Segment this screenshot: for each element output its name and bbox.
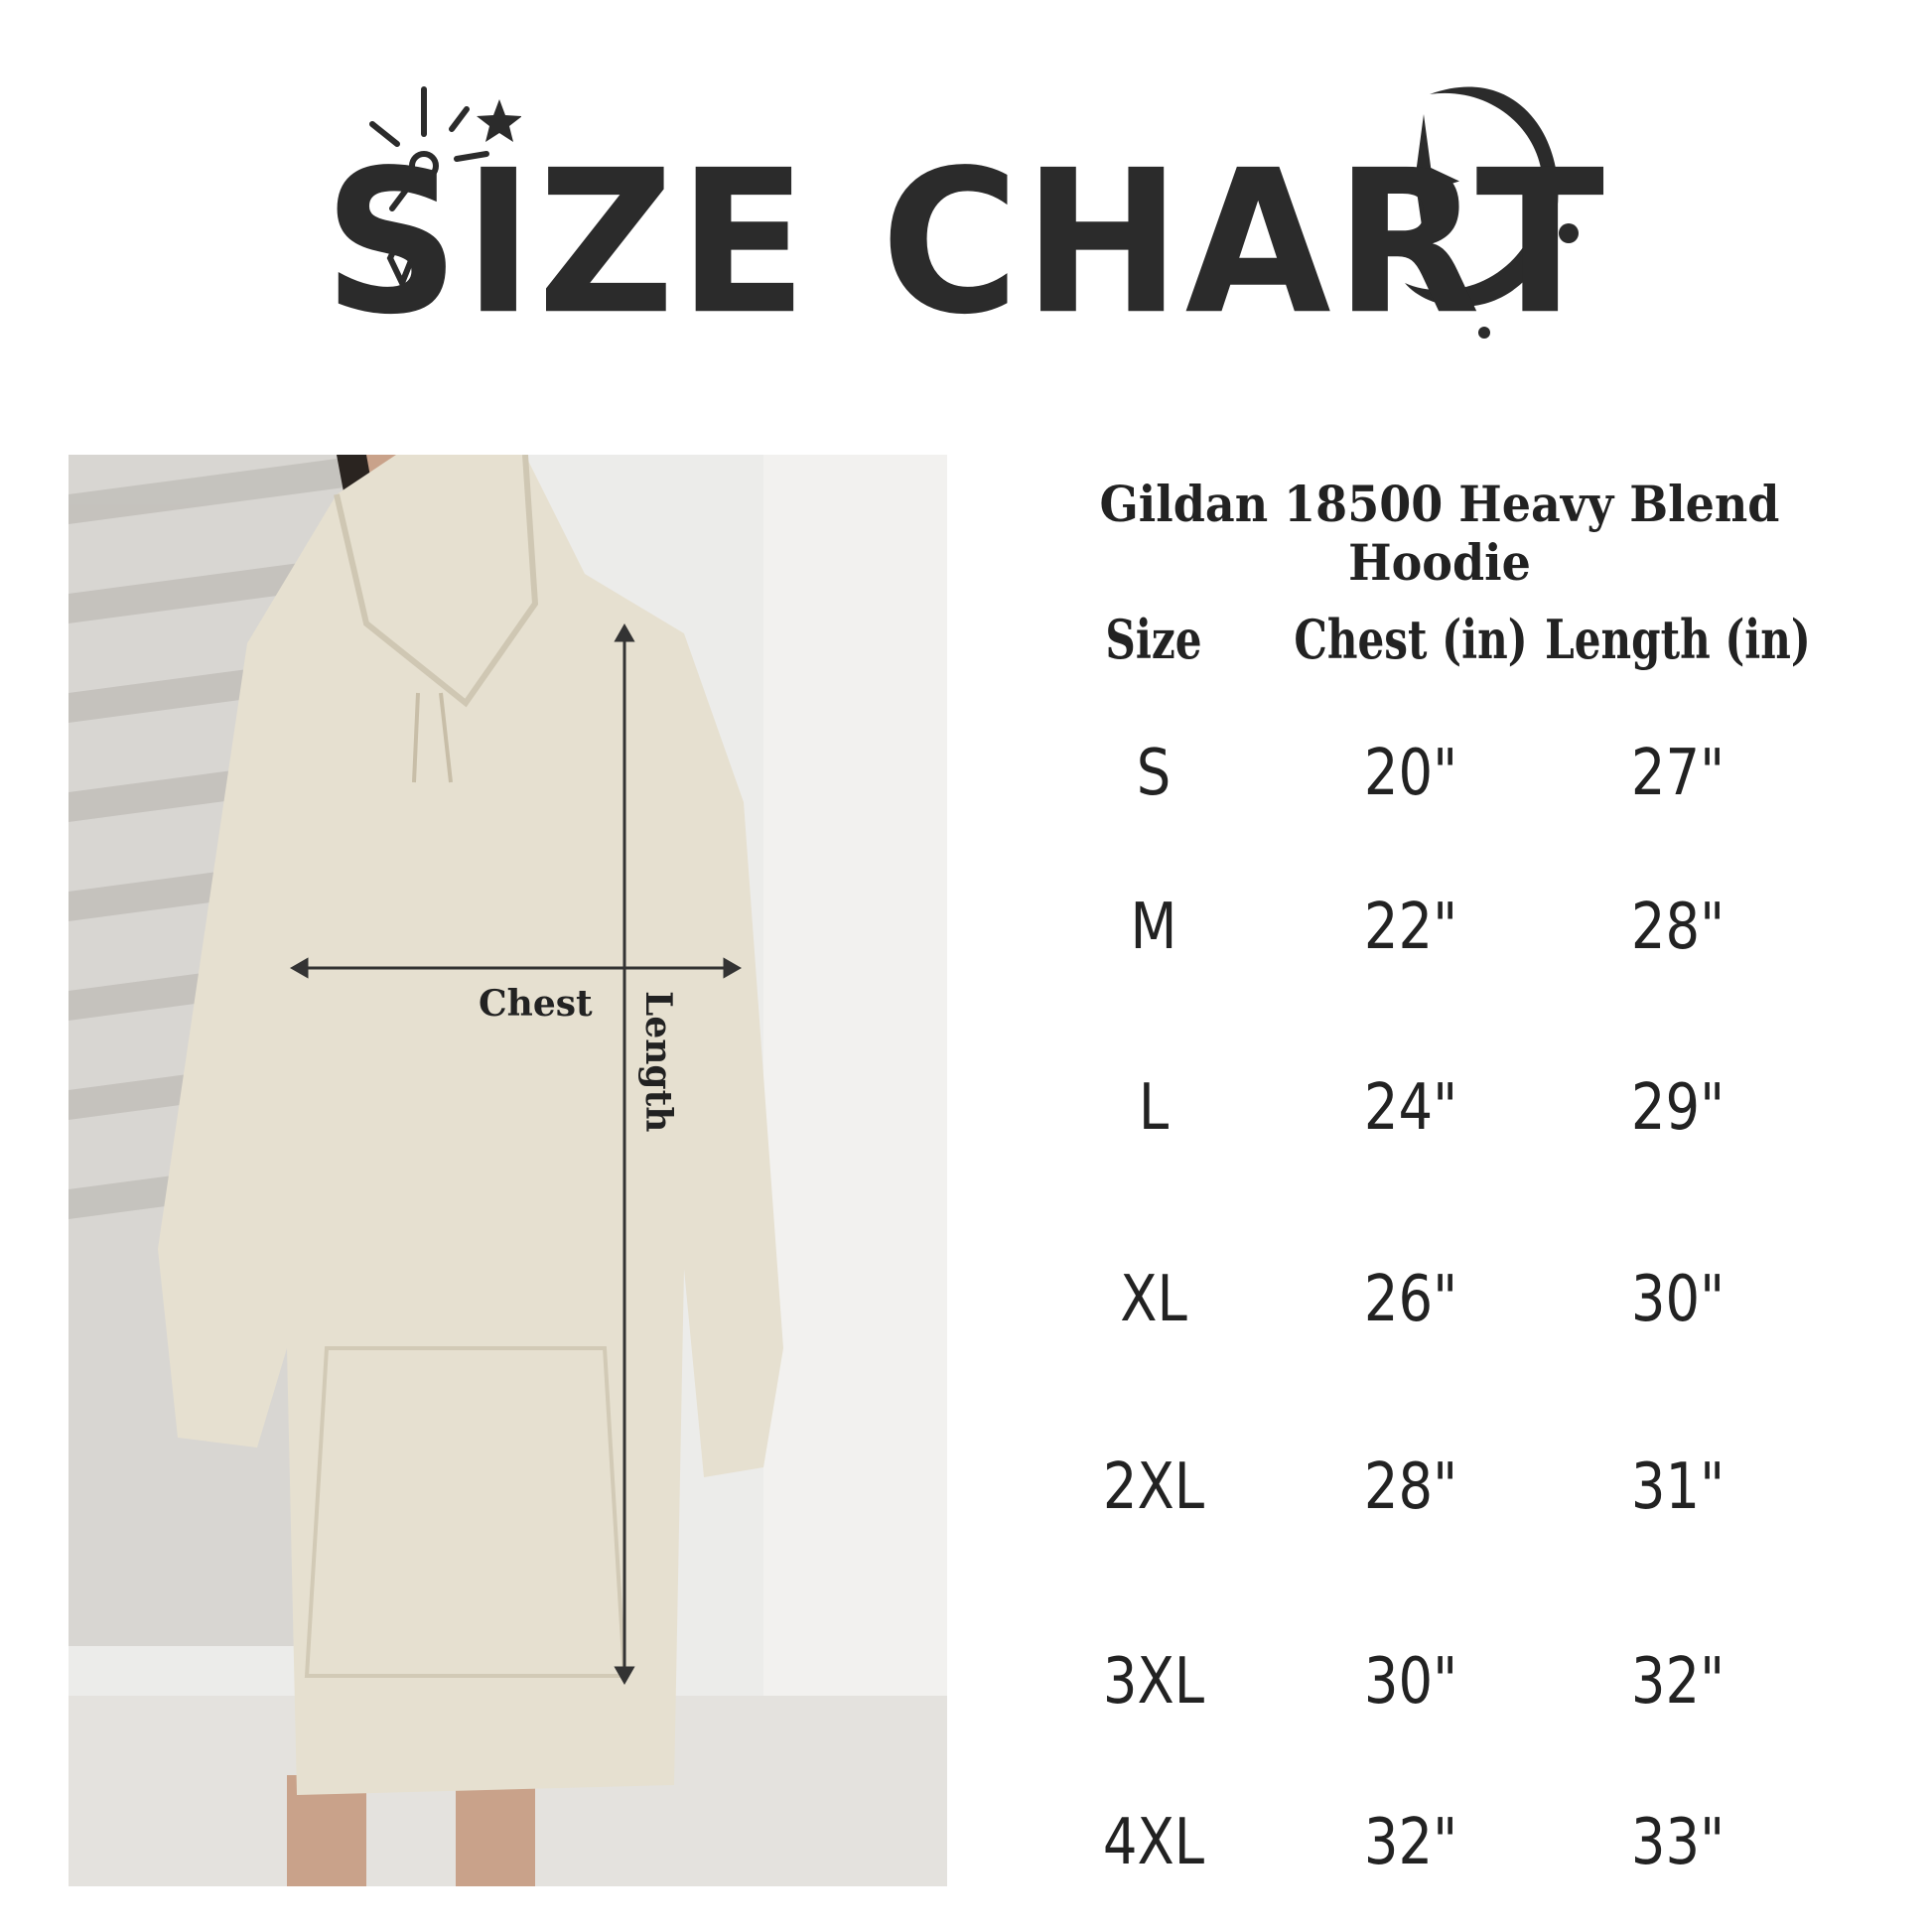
cell-length: 30" [1630,1263,1725,1336]
cell-size: 2XL [1102,1450,1205,1524]
cell-length: 27" [1630,737,1725,810]
cell-size: XL [1120,1263,1187,1336]
cell-chest: 26" [1363,1263,1458,1336]
cell-length: 31" [1630,1450,1725,1524]
star-icon [477,99,521,142]
cell-chest: 20" [1363,737,1458,810]
sparkle-star-icon [1390,114,1460,240]
crescent-moon-icon [1390,86,1579,339]
cell-size: M [1130,891,1177,964]
cell-chest: 22" [1363,891,1458,964]
size-chart-title: SIZE CHART [323,127,1609,358]
cell-size: 4XL [1102,1806,1205,1879]
model-photo [69,455,947,1886]
cell-length: 33" [1630,1806,1725,1879]
header-length: Length (in) [1545,608,1811,671]
cell-length: 28" [1630,891,1725,964]
cell-chest: 30" [1363,1645,1458,1719]
table-title: Gildan 18500 Heavy Blend Hoodie [1099,475,1780,592]
cell-size: S [1136,737,1172,810]
cell-size: L [1138,1071,1170,1145]
cell-length: 29" [1630,1071,1725,1145]
header-size: Size [1105,608,1202,671]
header-chest: Chest (in) [1294,608,1528,671]
length-measure-label: Length [637,991,679,1133]
cell-chest: 28" [1363,1450,1458,1524]
chest-measure-label: Chest [479,983,593,1025]
cell-length: 32" [1630,1645,1725,1719]
cell-size: 3XL [1102,1645,1205,1719]
cell-chest: 24" [1363,1071,1458,1145]
cell-chest: 32" [1363,1806,1458,1879]
sun-icon [364,86,521,291]
